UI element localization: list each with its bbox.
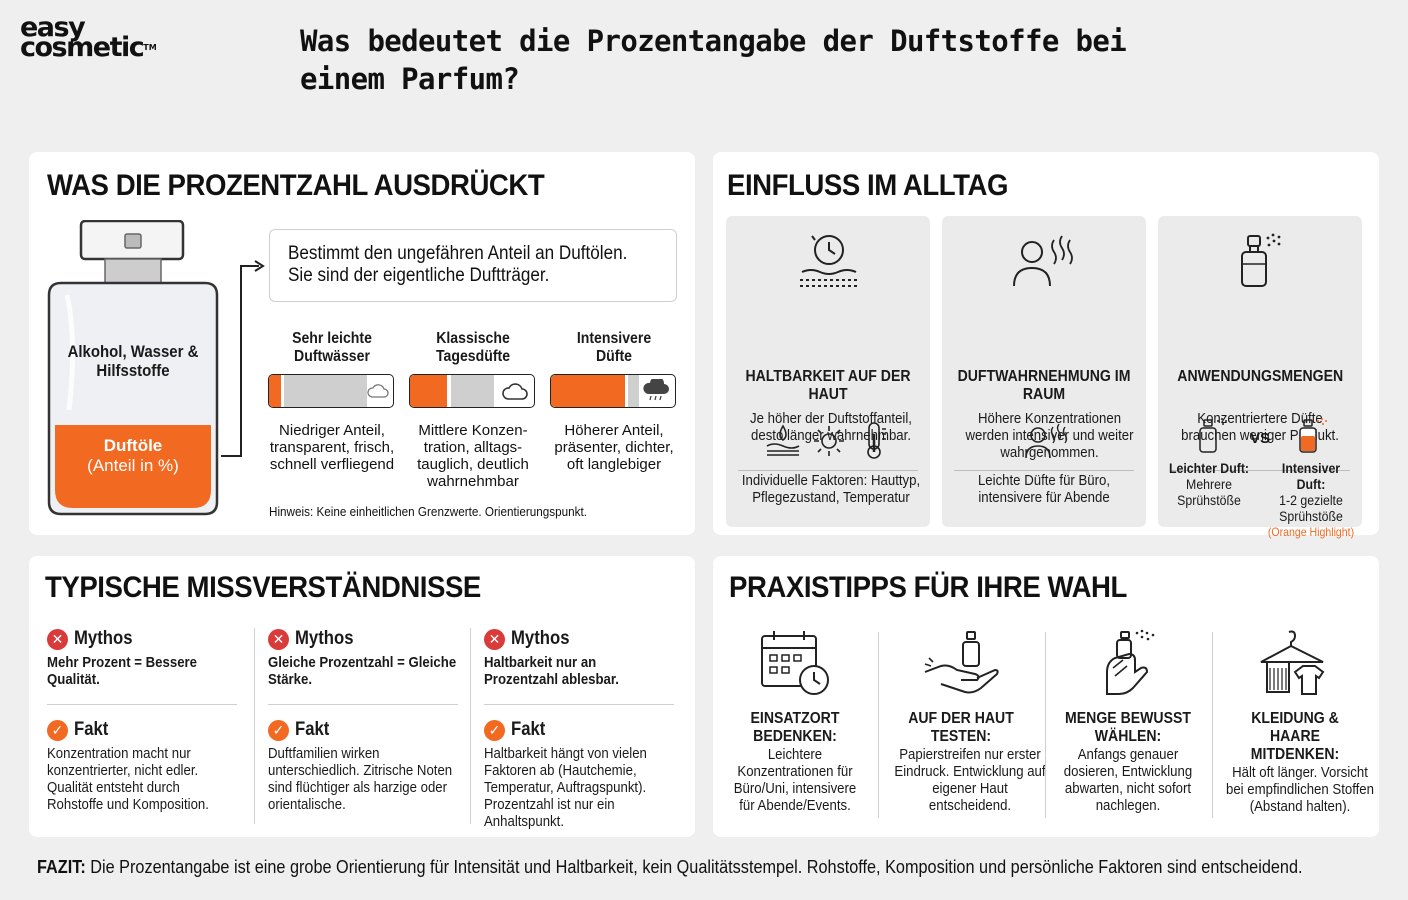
cross-icon: ✕ <box>47 628 68 650</box>
logo-line-2: cosmeticTM <box>20 32 157 63</box>
bottle-top-label: Alkohol, Wasser & Hilfsstoffe <box>67 342 199 380</box>
fact-text: Konzentration macht nur konzentrierter, … <box>47 745 209 813</box>
conclusion-label: FAZIT: <box>37 857 86 877</box>
spray-bottle-icon <box>1241 233 1281 287</box>
concentration-column-intense: Intensivere Düfte <box>576 330 652 365</box>
cloud-icon <box>367 384 389 398</box>
section-praxistipps: PRAXISTIPPS FÜR IHRE WAHL EINSATZORT BED… <box>713 556 1379 837</box>
tip-heading: AUF DER HAUT TESTEN: <box>908 710 1014 745</box>
fact-text: Duftfamilien wirken unterschiedlich. Zit… <box>268 745 453 813</box>
hand-spray-icon <box>1106 629 1155 695</box>
check-icon: ✓ <box>47 719 68 741</box>
tip-heading: EINSATZORT BEDENKEN: <box>750 710 840 745</box>
hint-text: Hinweis: Keine einheitlichen Grenzwerte.… <box>269 504 588 519</box>
tip-kleidung: KLEIDUNG & HAARE MITDENKEN: Hält oft län… <box>1215 628 1375 815</box>
influence-desc: Höhere Konzentrationen werden intensiver… <box>965 410 1134 461</box>
influence-footer: Individuelle Faktoren: Hauttyp, Pflegezu… <box>741 472 921 506</box>
cross-icon: ✕ <box>484 628 505 650</box>
concentration-desc-light: Niedriger Anteil, transparent, frisch, s… <box>269 422 395 473</box>
tip-desc: Papierstreifen nur erster Eindruck. Entw… <box>894 746 1046 814</box>
section-einfluss: EINFLUSS IM ALLTAG HALTBARKEIT AUF DER H… <box>713 152 1379 539</box>
hand-bottle-icon <box>924 631 999 694</box>
bar-fill <box>269 375 282 407</box>
section-missverstaendnisse: TYPISCHE MISSVERSTÄNDNISSE ✕ Mythos Mehr … <box>29 556 695 837</box>
sun-icon <box>814 426 844 456</box>
bottle-bottom-sub: (Anteil in %) <box>87 456 179 475</box>
page-title: Was bedeutet die Prozentangabe der Dufts… <box>300 24 1127 96</box>
storm-cloud-icon <box>643 379 669 401</box>
spray-bottle-light-icon <box>1199 418 1227 453</box>
tip-desc: Anfangs genauer dosieren, Entwicklung ab… <box>1063 746 1193 814</box>
influence-card-menge: ANWENDUNGSMENGEN Konzentriertere Düfte b… <box>1158 216 1362 539</box>
bottle-bottom-label: Duftöle <box>103 436 163 455</box>
myth-text: Haltbarkeit nur an Prozentzahl ablesbar. <box>484 654 619 688</box>
myth-block-2: ✕ Mythos Gleiche Prozentzahl = Gleiche St… <box>268 628 458 813</box>
section-title: WAS DIE PROZENTZAHL AUSDRÜCKT <box>47 169 545 202</box>
concentration-bar-intense <box>550 374 676 408</box>
concentration-desc-classic: Mittlere Konzen- tration, alltags- taugl… <box>417 422 529 490</box>
person-scent-icon <box>1013 235 1073 287</box>
section-prozentzahl: WAS DIE PROZENTZAHL AUSDRÜCKT Alkohol, W… <box>29 152 695 535</box>
influence-heading: HALTBARKEIT AUF DER HAUT <box>745 368 911 403</box>
cross-icon: ✕ <box>268 628 289 650</box>
tip-heading: MENGE BEWUSST WÄHLEN: <box>1065 710 1191 745</box>
myth-block-3: ✕ Mythos Haltbarkeit nur an Prozentzahl a… <box>484 628 684 830</box>
concentration-column-light: Sehr leichte Duftwässer <box>292 330 372 365</box>
influence-footer: Leichte Düfte für Büro, intensivere für … <box>977 472 1111 506</box>
brand-logo: easy cosmeticTM <box>20 12 157 63</box>
spray-bottle-intense-icon <box>1299 418 1327 453</box>
section-title: EINFLUSS IM ALLTAG <box>727 169 1008 202</box>
conclusion-text: FAZIT: Die Prozentangabe ist eine grobe … <box>37 857 1303 878</box>
vs-label: VS <box>1250 430 1271 447</box>
tip-einsatzort: EINSATZORT BEDENKEN: Leichtere Konzentra… <box>715 628 875 814</box>
perfume-bottle-graphic: Alkohol, Wasser & Hilfsstoffe Duftöle (A… <box>47 219 219 516</box>
logo-line-1: easy <box>20 12 86 43</box>
myth-text: Mehr Prozent = Bessere Qualität. <box>47 654 198 688</box>
conclusion-body: Die Prozentangabe ist eine grobe Orienti… <box>85 857 1303 877</box>
skin-drop-icon <box>766 424 800 456</box>
section-title: TYPISCHE MISSVERSTÄNDNISSE <box>45 571 481 604</box>
concentration-column-classic: Klassische Tagesdüfte <box>435 330 511 365</box>
myth-block-1: ✕ Mythos Mehr Prozent = Bessere Qualität.… <box>47 628 247 813</box>
person-scent-small-icon <box>1025 423 1068 459</box>
thermometer-icon <box>867 422 886 459</box>
tip-desc: Hält oft länger. Vorsicht bei empfindlic… <box>1225 764 1374 815</box>
section-title: PRAXISTIPPS FÜR IHRE WAHL <box>729 571 1127 604</box>
fact-text: Haltbarkeit hängt von vielen Faktoren ab… <box>484 745 647 830</box>
influence-heading: DUFTWAHRNEHMUNG IM RAUM <box>957 368 1131 403</box>
light-scent-block: Leichter Duft: Mehrere Sprühstöße <box>1168 460 1250 508</box>
concentration-desc-intense: Höherer Anteil, präsenter, dichter, oft … <box>554 422 674 473</box>
calendar-clock-icon <box>761 631 829 695</box>
clock-skin-icon <box>800 235 858 287</box>
concentration-bar-light <box>268 374 394 408</box>
explanation-box: Bestimmt den ungefähren Anteil an Duftöl… <box>269 229 677 302</box>
check-icon: ✓ <box>268 719 289 741</box>
tip-menge: MENGE BEWUSST WÄHLEN: Anfangs genauer do… <box>1048 628 1208 814</box>
tip-haut-testen: AUF DER HAUT TESTEN: Papierstreifen nur … <box>881 628 1046 814</box>
influence-card-raum: DUFTWAHRNEHMUNG IM RAUM Höhere Konzentra… <box>942 216 1146 527</box>
intense-scent-block: Intensiver Duft: 1-2 gezielte Sprühstöße… <box>1267 460 1355 539</box>
tip-heading: KLEIDUNG & HAARE MITDENKEN: <box>1250 710 1340 763</box>
influence-heading: ANWENDUNGSMENGEN <box>1177 368 1343 385</box>
tip-desc: Leichtere Konzentrationen für Büro/Uni, … <box>733 746 857 814</box>
concentration-bar-classic <box>409 374 535 408</box>
hanger-clothes-icon <box>1260 630 1325 695</box>
bracket-arrow-icon <box>219 256 269 471</box>
myth-text: Gleiche Prozentzahl = Gleiche Stärke. <box>268 654 457 688</box>
cloud-icon <box>502 383 528 400</box>
influence-desc: Je höher der Duftstoffanteil, desto läng… <box>750 410 912 444</box>
check-icon: ✓ <box>484 719 505 741</box>
influence-card-haltbarkeit: HALTBARKEIT AUF DER HAUT Je höher der Du… <box>726 216 930 527</box>
